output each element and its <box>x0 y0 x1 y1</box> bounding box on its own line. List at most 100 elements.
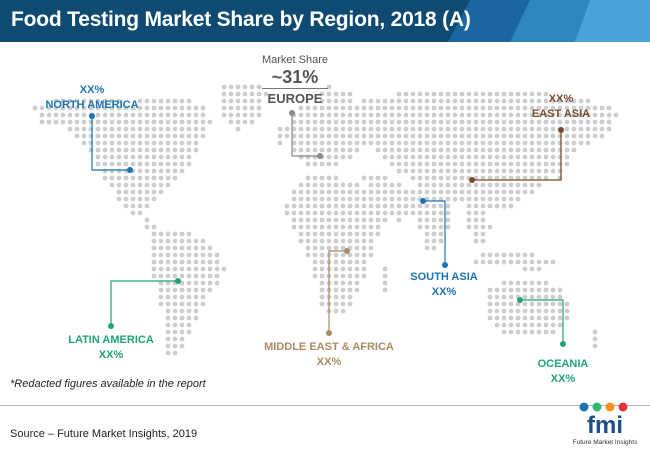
map-dot <box>277 126 283 132</box>
map-dot <box>487 112 493 118</box>
map-dot <box>431 189 437 195</box>
map-dot <box>403 119 409 125</box>
map-dot <box>193 252 199 258</box>
map-dot <box>382 280 388 286</box>
map-dot <box>172 252 178 258</box>
map-dot <box>571 105 577 111</box>
map-dot <box>487 98 493 104</box>
map-dot <box>452 126 458 132</box>
map-dot <box>473 189 479 195</box>
map-dot <box>480 112 486 118</box>
map-dot <box>543 322 549 328</box>
map-dot <box>501 280 507 286</box>
map-dot <box>536 294 542 300</box>
map-dot <box>165 308 171 314</box>
map-dot <box>158 161 164 167</box>
map-dot <box>410 140 416 146</box>
map-dot <box>473 112 479 118</box>
map-dot <box>431 203 437 209</box>
map-dot <box>151 196 157 202</box>
map-dot <box>452 161 458 167</box>
map-dot <box>172 231 178 237</box>
map-dot <box>445 140 451 146</box>
map-dot <box>165 161 171 167</box>
map-dot <box>340 133 346 139</box>
map-dot <box>165 336 171 342</box>
map-dot <box>312 182 318 188</box>
map-dot <box>501 119 507 125</box>
oceania-label: OCEANIA XX% <box>525 357 601 387</box>
map-dot <box>207 119 213 125</box>
map-dot <box>298 140 304 146</box>
east-asia-name: EAST ASIA <box>531 108 591 120</box>
map-dot <box>431 140 437 146</box>
map-dot <box>186 147 192 153</box>
map-dot <box>158 266 164 272</box>
map-dot <box>116 119 122 125</box>
map-dot <box>480 203 486 209</box>
map-dot <box>494 287 500 293</box>
map-dot <box>529 105 535 111</box>
map-dot <box>165 126 171 132</box>
map-dot <box>459 182 465 188</box>
map-dot <box>480 217 486 223</box>
map-dot <box>333 147 339 153</box>
map-dot <box>158 168 164 174</box>
map-dot <box>319 231 325 237</box>
map-dot <box>361 189 367 195</box>
map-dot <box>186 105 192 111</box>
map-dot <box>508 287 514 293</box>
map-dot <box>172 308 178 314</box>
map-dot <box>487 224 493 230</box>
map-dot <box>249 112 255 118</box>
map-dot <box>438 91 444 97</box>
map-dot <box>249 84 255 90</box>
map-dot <box>123 203 129 209</box>
map-dot <box>179 161 185 167</box>
map-dot <box>459 161 465 167</box>
map-dot <box>200 301 206 307</box>
map-dot <box>347 140 353 146</box>
map-dot <box>193 273 199 279</box>
map-dot <box>473 161 479 167</box>
map-dot <box>571 126 577 132</box>
map-dot <box>466 161 472 167</box>
map-dot <box>494 252 500 258</box>
map-dot <box>312 105 318 111</box>
map-dot <box>312 231 318 237</box>
map-dot <box>137 168 143 174</box>
map-dot <box>116 98 122 104</box>
map-dot <box>410 210 416 216</box>
map-dot <box>333 259 339 265</box>
map-dot <box>221 98 227 104</box>
map-dot <box>564 154 570 160</box>
map-dot <box>354 126 360 132</box>
map-dot <box>165 280 171 286</box>
map-dot <box>480 238 486 244</box>
map-dot <box>529 287 535 293</box>
map-dot <box>116 126 122 132</box>
map-dot <box>452 119 458 125</box>
map-dot <box>382 196 388 202</box>
map-dot <box>431 175 437 181</box>
map-dot <box>564 301 570 307</box>
map-dot <box>417 217 423 223</box>
map-dot <box>123 140 129 146</box>
map-dot <box>487 308 493 314</box>
map-dot <box>438 196 444 202</box>
map-dot <box>340 98 346 104</box>
map-dot <box>291 189 297 195</box>
map-dot <box>333 308 339 314</box>
map-dot <box>354 210 360 216</box>
map-dot <box>501 329 507 335</box>
map-dot <box>298 189 304 195</box>
map-dot <box>151 105 157 111</box>
map-dot <box>382 175 388 181</box>
map-dot <box>312 126 318 132</box>
map-dot <box>340 224 346 230</box>
map-dot <box>137 182 143 188</box>
map-dot <box>515 259 521 265</box>
map-dot <box>326 119 332 125</box>
map-dot <box>431 105 437 111</box>
map-dot <box>123 189 129 195</box>
